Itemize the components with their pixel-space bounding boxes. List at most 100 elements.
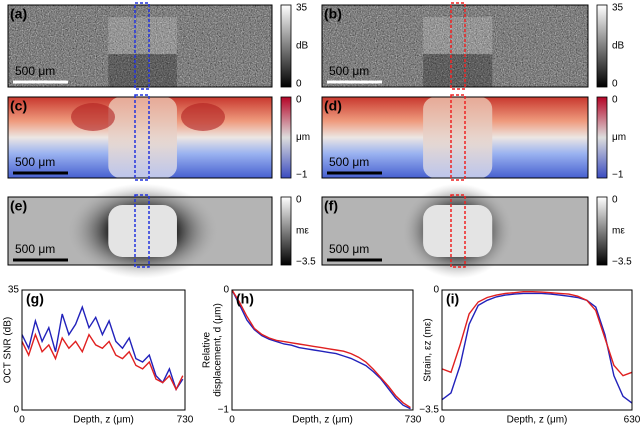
colorbar-unit: μm xyxy=(296,132,310,143)
panel-label: (b) xyxy=(324,6,342,22)
colorbar-unit: mε xyxy=(296,226,309,237)
region-box xyxy=(134,2,150,90)
region-box xyxy=(450,194,466,268)
colorbar-tick-label: −3.5 xyxy=(612,257,632,268)
edge-red xyxy=(71,103,115,131)
image-panel: (d) 500 μm 0 −1 μm xyxy=(321,94,626,181)
colorbar-tick-label: 0 xyxy=(296,79,302,90)
colorbar-tick-label: 0 xyxy=(296,195,302,206)
y-axis-label: OCT SNR (dB) xyxy=(3,317,14,384)
y-tick-label: 0 xyxy=(13,405,19,416)
edge-red xyxy=(181,103,225,131)
colorbar-tick-label: −3.5 xyxy=(296,257,316,268)
series-line xyxy=(21,332,184,391)
colorbar-tick-label: 0 xyxy=(296,95,302,106)
panel-label: (c) xyxy=(10,98,27,114)
sample-block xyxy=(423,97,493,178)
series-line xyxy=(441,291,633,377)
colorbar-unit: μm xyxy=(612,132,626,143)
sample-dark xyxy=(423,54,493,87)
sample-bright xyxy=(423,17,493,54)
colorbar xyxy=(280,96,292,179)
colorbar xyxy=(596,96,608,179)
x-tick-label: 0 xyxy=(19,415,25,426)
scale-bar-label: 500 μm xyxy=(15,64,55,78)
colorbar-unit: dB xyxy=(612,41,625,52)
colorbar-tick-label: 0 xyxy=(612,195,618,206)
image-frame xyxy=(7,196,273,266)
panel-label: (a) xyxy=(10,6,27,22)
x-axis-label: Depth, z (μm) xyxy=(507,415,568,426)
plot-frame xyxy=(441,289,633,411)
image-panel: (b) 500 μm 35 0 dB xyxy=(321,2,625,90)
image-frame xyxy=(321,196,589,266)
sample-block xyxy=(423,205,493,257)
colorbar xyxy=(596,4,608,88)
scale-bar-label: 500 μm xyxy=(329,155,369,169)
image-panel: (c) 500 μm 0 −1 μm xyxy=(7,94,310,181)
panel-label: (e) xyxy=(10,198,27,214)
y-axis-label: Relative xyxy=(202,332,213,369)
image-noise xyxy=(322,5,588,87)
scale-bar-label: 500 μm xyxy=(329,242,369,256)
colorbar-tick-label: 35 xyxy=(612,3,624,14)
x-tick-label: 0 xyxy=(439,415,445,426)
region-box xyxy=(450,94,466,181)
x-tick-label: 0 xyxy=(229,415,235,426)
scale-bar-label: 500 μm xyxy=(15,155,55,169)
image-frame xyxy=(7,96,273,179)
x-tick-label: 730 xyxy=(405,415,422,426)
colorbar xyxy=(280,4,292,88)
panel-label: (h) xyxy=(236,291,254,307)
colorbar xyxy=(280,196,292,266)
series-line xyxy=(231,289,411,410)
sample-bright xyxy=(108,17,177,54)
scale-bar-label: 500 μm xyxy=(15,242,55,256)
colorbar xyxy=(596,196,608,266)
plot-frame xyxy=(231,289,414,411)
region-box xyxy=(134,194,150,268)
plot-frame xyxy=(21,289,186,411)
image-frame xyxy=(321,96,589,179)
y-axis-label: Strain, εz (mε) xyxy=(423,318,434,381)
panel-label: (f) xyxy=(324,198,338,214)
series-line xyxy=(21,305,184,392)
chart: 0 35 0 730 Depth, z (μm) OCT SNR (dB) (g) xyxy=(3,285,194,426)
colorbar-tick-label: 0 xyxy=(612,95,618,106)
x-axis-label: Depth, z (μm) xyxy=(73,415,134,426)
y-tick-label: 35 xyxy=(8,285,20,296)
panel-label: (i) xyxy=(446,291,459,307)
colorbar-unit: mε xyxy=(612,226,625,237)
colorbar-tick-label: −1 xyxy=(612,170,624,181)
image-panel: (e) 500 μm 0 −3.5 mε xyxy=(7,183,316,279)
y-axis-label: displacement, d (μm) xyxy=(213,303,224,397)
panel-label: (g) xyxy=(26,291,44,307)
y-tick-label: −3.5 xyxy=(419,405,439,416)
series-line xyxy=(441,292,633,404)
y-tick-label: 0 xyxy=(433,285,439,296)
colorbar-tick-label: 0 xyxy=(612,79,618,90)
colorbar-tick-label: 35 xyxy=(296,3,308,14)
y-tick-label: 0 xyxy=(223,285,229,296)
y-tick-label: −1 xyxy=(218,405,230,416)
image-panel: (a) 500 μm 35 0 dB xyxy=(7,2,309,90)
x-axis-label: Depth, z (μm) xyxy=(292,415,353,426)
panel-label: (d) xyxy=(324,98,342,114)
series-line xyxy=(231,289,411,409)
image-frame xyxy=(321,4,589,88)
sample-block xyxy=(108,97,177,178)
region-box xyxy=(450,2,466,90)
colorbar-unit: dB xyxy=(296,41,309,52)
region-box xyxy=(134,94,150,181)
sample-dark xyxy=(108,54,177,87)
colorbar-tick-label: −1 xyxy=(296,170,308,181)
scale-bar-label: 500 μm xyxy=(329,64,369,78)
x-tick-label: 630 xyxy=(624,415,641,426)
image-panel: (f) 500 μm 0 −3.5 mε xyxy=(321,183,632,279)
image-noise xyxy=(8,5,272,87)
sample-block xyxy=(108,205,177,257)
